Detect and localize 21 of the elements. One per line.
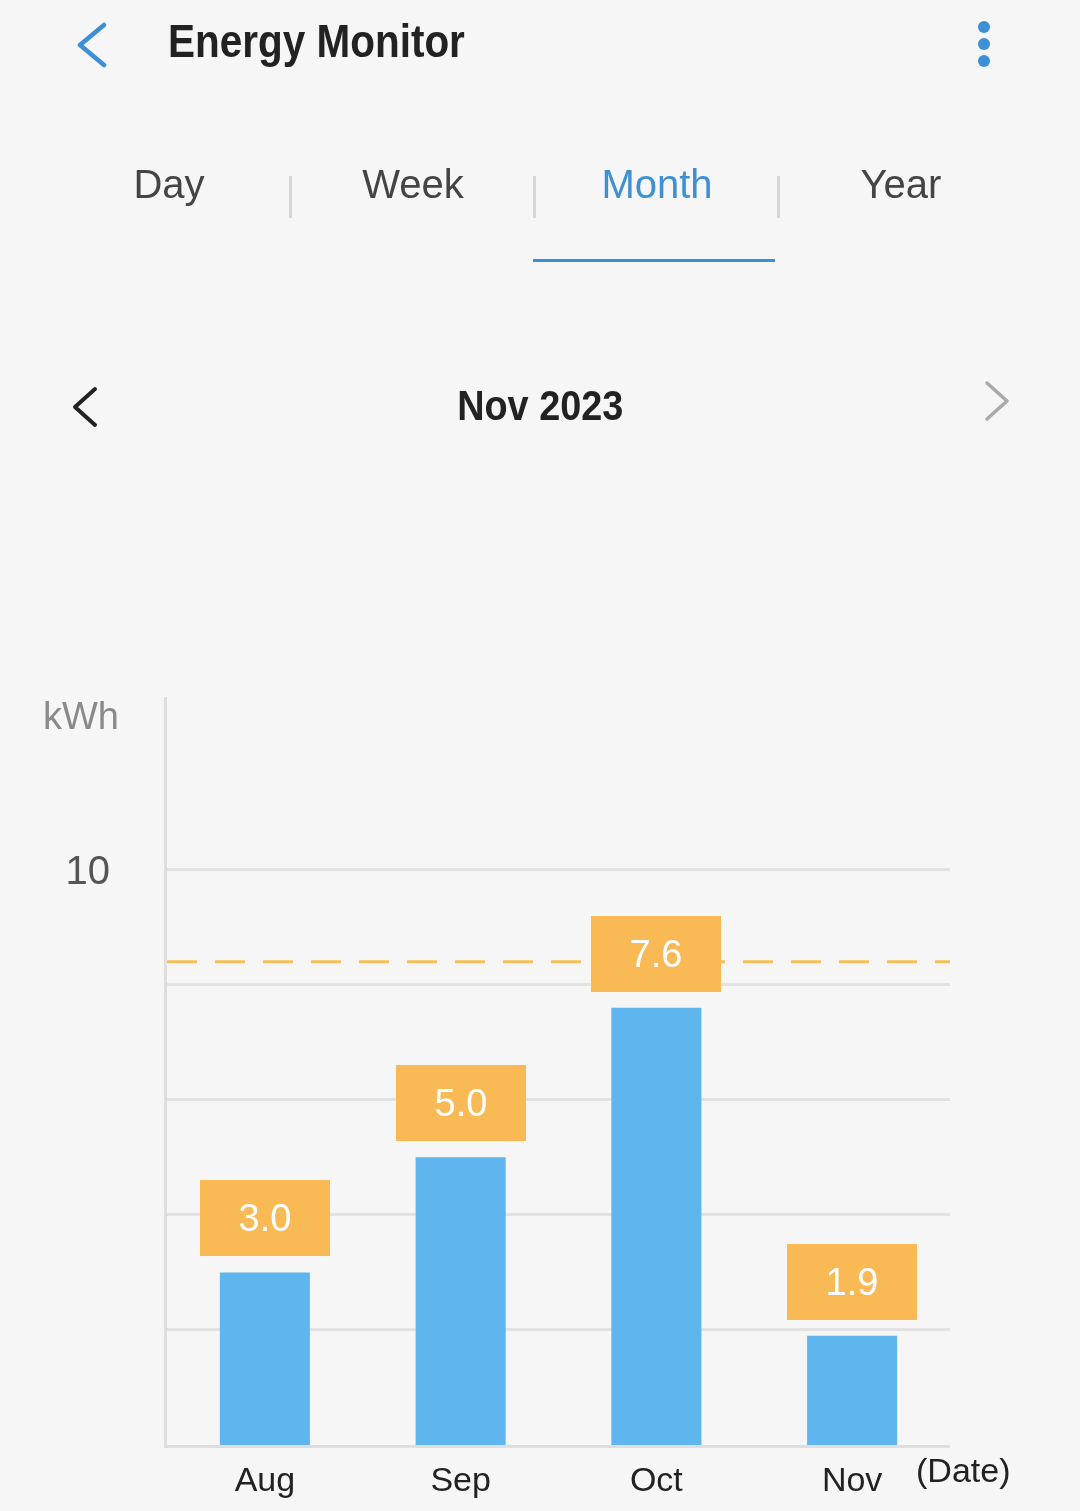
text: Month [600,162,714,207]
x-tick-label: Sep [430,1459,491,1498]
chart-title: Energy Monitor [168,14,465,68]
text: Year [859,162,943,207]
data-label: 3.0 [238,1197,292,1239]
bar [415,1157,506,1445]
chart-subtitle: Nov 2023 [456,382,623,430]
text: Week [361,162,465,207]
x-tick-label: Aug [234,1459,296,1498]
data-label: 1.9 [825,1261,879,1303]
data-label: 7.6 [629,933,683,975]
data-label: 5.0 [434,1082,488,1124]
bar [219,1272,310,1445]
x-axis-title: (Date) [916,1451,1011,1489]
bar [611,1007,702,1445]
x-tick-label: Oct [629,1459,684,1498]
bar [807,1335,898,1445]
x-tick-label: Nov [821,1459,883,1498]
text: Day [132,162,206,207]
y-axis-title: kWh [43,695,119,737]
y-tick-label: 10 [65,847,110,892]
